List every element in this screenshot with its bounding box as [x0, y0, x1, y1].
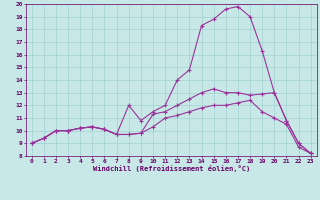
X-axis label: Windchill (Refroidissement éolien,°C): Windchill (Refroidissement éolien,°C)	[92, 165, 250, 172]
